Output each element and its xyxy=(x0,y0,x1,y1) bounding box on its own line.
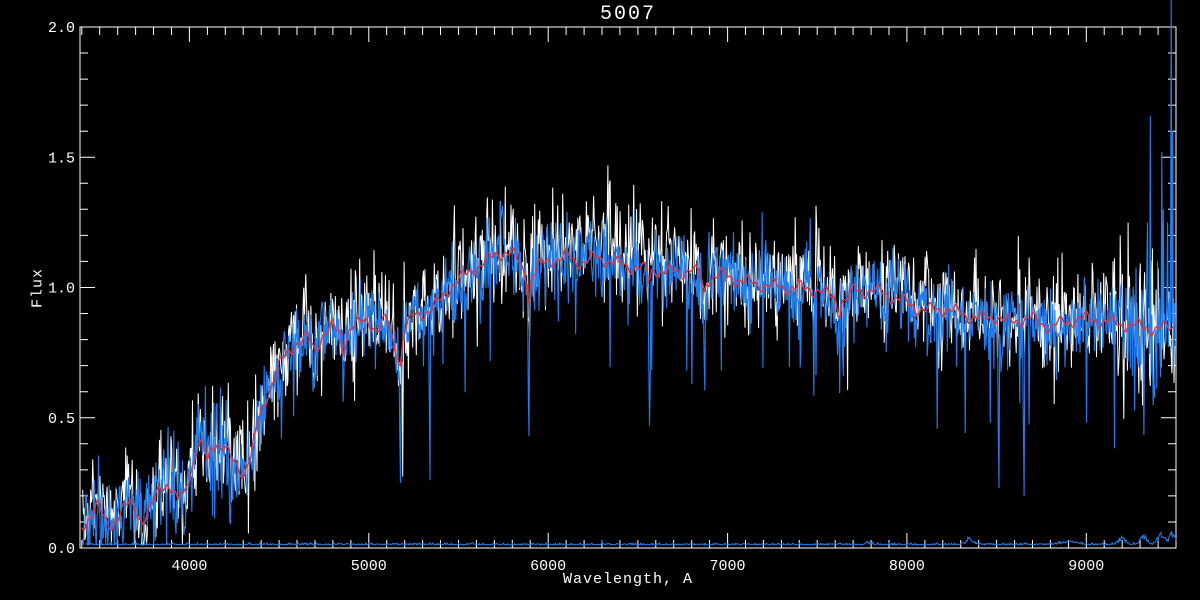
x-tick-label: 4000 xyxy=(171,558,207,575)
x-tick-label: 6000 xyxy=(530,558,566,575)
x-tick-label: 5000 xyxy=(351,558,387,575)
error-spectrum-trace xyxy=(85,530,1177,546)
y-tick-label: 1.5 xyxy=(48,150,75,167)
y-axis-label: Flux xyxy=(29,267,47,309)
y-tick-label: 1.0 xyxy=(48,281,75,298)
y-tick-label: 0.0 xyxy=(48,541,75,558)
x-tick-label: 8000 xyxy=(889,558,925,575)
x-axis-label: Wavelength, A xyxy=(562,571,694,588)
y-tick-label: 2.0 xyxy=(48,20,75,37)
observed-trace xyxy=(82,0,1176,546)
y-tick-label: 0.5 xyxy=(48,411,75,428)
x-tick-label: 7000 xyxy=(710,558,746,575)
model-fit-trace xyxy=(81,247,1175,532)
x-tick-label: 9000 xyxy=(1068,558,1104,575)
plot-title: 5007 xyxy=(599,3,656,26)
